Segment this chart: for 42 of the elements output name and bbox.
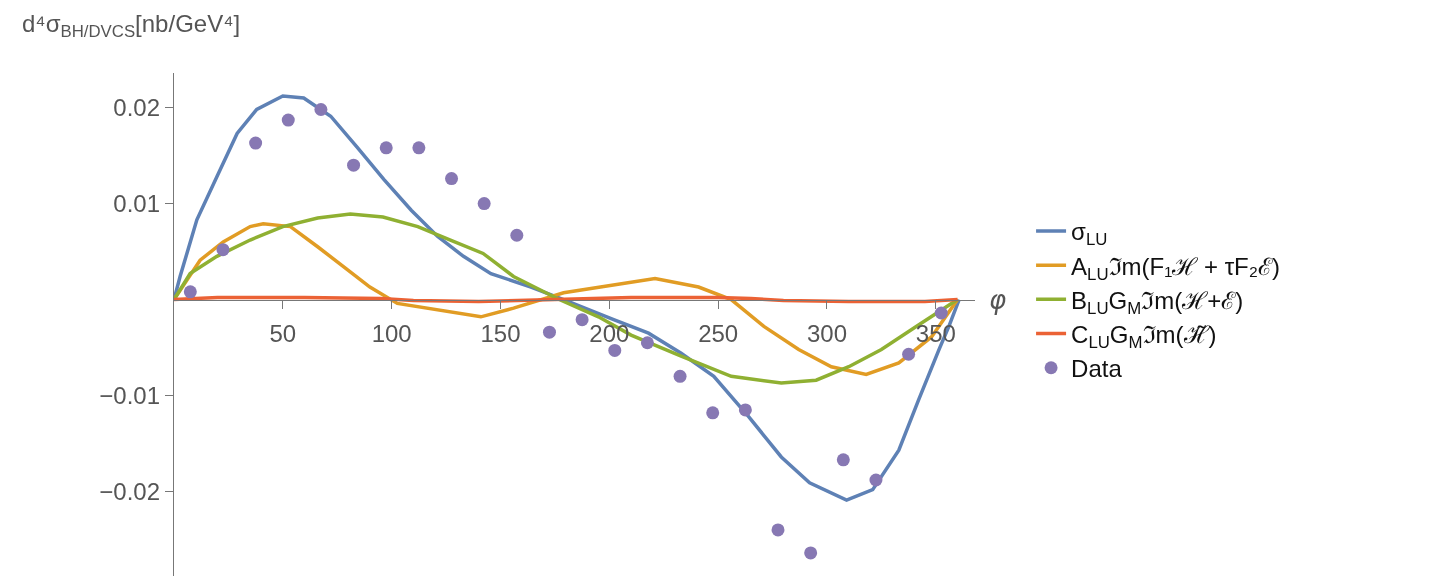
legend-label: C$_{LU}$G$_{M}$ℑm(ℋ̃)	[1071, 320, 1217, 352]
point	[640, 336, 654, 350]
point	[771, 523, 785, 537]
legend-label: Data	[1071, 355, 1123, 383]
x-tick-label: 50	[269, 319, 297, 347]
x-tick-label: 200	[589, 319, 630, 347]
y-tick-label: 0.02	[113, 93, 160, 121]
x-tick-label: 250	[698, 319, 739, 347]
point	[738, 403, 752, 417]
legend-label: B$_{LU}$G$_{M}$ℑm(ℋ+ℰ)	[1071, 286, 1244, 318]
point	[477, 197, 491, 211]
point	[510, 228, 524, 242]
line-series	[174, 94, 961, 502]
x-tick-label: 150	[480, 319, 521, 347]
point	[314, 102, 328, 116]
legend-label: σ$_{LU}$	[1071, 218, 1108, 250]
point	[836, 453, 850, 467]
x-tick-label: 100	[371, 319, 412, 347]
point	[934, 306, 948, 320]
point	[608, 343, 622, 357]
point	[902, 347, 916, 361]
y-tick-label: −0.01	[99, 381, 160, 409]
x-axis-title: φ	[989, 285, 1007, 315]
point	[183, 285, 197, 299]
legend-label: A$_{LU}$ℑm(F₁ℋ + τF₂ℰ)	[1071, 252, 1281, 284]
point	[575, 313, 589, 327]
point	[445, 172, 459, 186]
point	[379, 141, 393, 155]
point	[281, 113, 295, 127]
y-tick-label: −0.02	[99, 477, 160, 505]
point	[804, 546, 818, 560]
point	[542, 325, 556, 339]
point	[347, 158, 361, 172]
point	[412, 141, 426, 155]
x-tick-label: 300	[806, 319, 848, 347]
point	[706, 406, 720, 420]
point	[216, 243, 230, 257]
y-tick-label: 0.01	[113, 189, 160, 217]
point	[249, 136, 263, 150]
point	[673, 369, 687, 383]
point	[869, 473, 883, 487]
y-axis-title: d⁴σ$_{BH/DVCS}$[nb/GeV⁴]	[22, 10, 241, 42]
